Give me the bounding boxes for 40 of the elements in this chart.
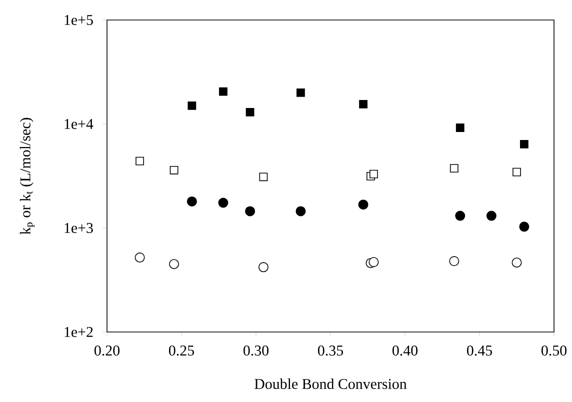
point <box>259 172 268 182</box>
point <box>136 156 144 166</box>
point <box>450 164 458 172</box>
x-tick-label: 0.40 <box>392 346 418 356</box>
point <box>456 124 464 132</box>
point <box>370 170 378 178</box>
point <box>455 210 466 221</box>
point <box>296 206 306 216</box>
x-tick-label: 0.35 <box>318 346 343 356</box>
x-tick-label: 0.45 <box>466 346 492 356</box>
x-tick-label: 0.20 <box>94 346 120 356</box>
x-tick-label: 0.30 <box>243 346 269 356</box>
point <box>358 200 368 210</box>
y-tick-label: 1e+4 <box>64 118 94 129</box>
point <box>186 196 197 206</box>
point <box>512 258 522 268</box>
x-axis-title: Double Bond Conversion <box>254 378 407 390</box>
point <box>486 210 496 221</box>
point <box>449 256 460 266</box>
x-tick-label: 0.25 <box>168 346 194 356</box>
point <box>368 257 379 268</box>
point <box>246 108 254 116</box>
point <box>134 252 145 263</box>
point <box>169 259 180 270</box>
point <box>520 140 528 148</box>
x-tick-label: 0.50 <box>541 346 567 356</box>
point <box>170 166 178 174</box>
point <box>296 88 305 97</box>
point <box>258 262 268 272</box>
y-axis-title: k$_{p}$ or k$_{t}$ (L/mol/sec) <box>20 118 35 234</box>
point <box>512 168 521 176</box>
point <box>218 198 228 208</box>
point <box>359 100 368 108</box>
point <box>519 222 530 232</box>
point <box>188 101 196 110</box>
point <box>245 206 256 216</box>
y-tick-label: 1e+5 <box>64 14 93 25</box>
y-tick-label: 1e+3 <box>64 222 93 234</box>
y-tick-label: 1e+2 <box>64 326 93 338</box>
point <box>219 87 228 96</box>
